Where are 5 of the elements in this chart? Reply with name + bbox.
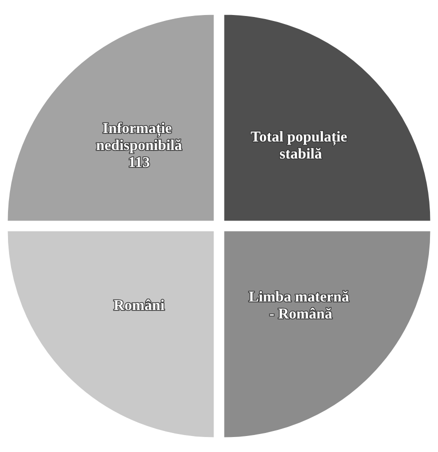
slice-label: Informație nedisponibilă	[96, 121, 183, 154]
slice-label: Români	[114, 298, 165, 314]
slice-label: Limba maternă - Română	[248, 289, 350, 322]
data-label: 113	[128, 155, 150, 172]
slice-label: Total populație stabilă	[250, 130, 348, 163]
